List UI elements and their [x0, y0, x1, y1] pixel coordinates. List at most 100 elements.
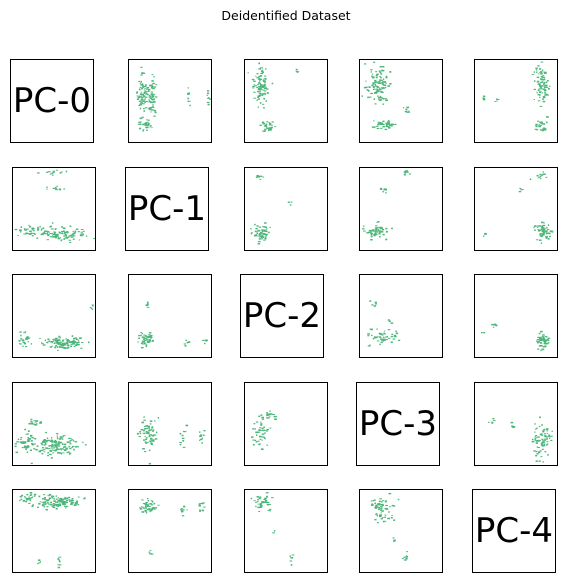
data-point: [539, 433, 543, 436]
data-point: [264, 497, 267, 500]
data-point: [361, 95, 363, 97]
data-point: [384, 192, 387, 194]
data-point: [59, 504, 62, 507]
data-point: [25, 447, 28, 449]
data-point: [374, 502, 376, 505]
data-point: [263, 498, 266, 500]
data-point: [34, 421, 37, 423]
data-point: [546, 432, 549, 434]
data-point: [544, 341, 547, 343]
data-point: [142, 124, 145, 126]
data-point: [145, 442, 148, 444]
data-point: [540, 174, 544, 176]
data-point: [267, 231, 270, 234]
data-point: [264, 236, 267, 238]
data-point: [153, 434, 156, 436]
data-point: [42, 233, 45, 235]
data-point: [404, 559, 407, 561]
data-point: [146, 344, 148, 346]
data-point: [371, 126, 375, 128]
data-point: [150, 500, 153, 502]
data-point: [144, 122, 148, 124]
data-point: [63, 346, 66, 349]
data-point: [203, 506, 206, 508]
data-point: [44, 339, 46, 342]
data-point: [378, 96, 381, 99]
data-point: [539, 175, 542, 178]
data-point: [538, 345, 542, 347]
data-point: [270, 413, 273, 415]
data-point: [51, 222, 54, 224]
data-point: [39, 338, 41, 340]
data-point: [266, 417, 269, 419]
data-point: [544, 336, 547, 338]
data-point: [143, 432, 146, 435]
data-point: [253, 97, 257, 99]
data-point: [70, 502, 73, 505]
data-point: [543, 345, 546, 348]
data-point: [57, 503, 60, 506]
data-point: [150, 553, 154, 555]
data-point: [255, 235, 258, 237]
data-point: [257, 175, 261, 178]
scatter-panel: [12, 274, 96, 358]
data-point: [256, 496, 259, 498]
data-point: [63, 500, 66, 502]
data-point: [386, 336, 388, 338]
data-point: [257, 89, 261, 91]
data-point: [540, 61, 544, 63]
data-point: [262, 233, 265, 235]
data-point: [264, 125, 267, 127]
data-point: [537, 348, 540, 350]
data-point: [144, 425, 146, 427]
data-point: [57, 443, 61, 445]
data-point: [49, 440, 52, 442]
data-point: [374, 79, 377, 81]
data-point: [258, 497, 261, 500]
data-point: [148, 434, 151, 437]
scatter-plot: [251, 410, 277, 450]
data-point: [140, 102, 143, 104]
data-point: [148, 505, 151, 507]
data-point: [149, 107, 153, 109]
data-point: [207, 97, 209, 99]
data-point: [403, 173, 406, 176]
data-point: [374, 233, 376, 235]
data-point: [46, 239, 50, 241]
data-point: [144, 86, 147, 88]
data-point: [259, 102, 262, 104]
data-point: [375, 75, 378, 77]
data-point: [260, 85, 262, 87]
data-point: [272, 532, 275, 534]
data-point: [31, 227, 35, 229]
data-point: [262, 226, 266, 228]
data-point: [68, 499, 70, 501]
data-point: [378, 99, 381, 101]
data-point: [256, 232, 259, 235]
data-point: [401, 558, 404, 560]
data-point: [375, 76, 378, 79]
data-point: [149, 440, 152, 442]
data-point: [59, 499, 62, 502]
data-point: [32, 504, 35, 506]
data-point: [537, 80, 540, 83]
data-point: [142, 86, 145, 88]
data-point: [536, 91, 538, 94]
data-point: [539, 78, 543, 80]
data-point: [54, 444, 57, 446]
data-point: [138, 337, 141, 340]
data-point: [385, 336, 388, 338]
data-point: [260, 504, 263, 506]
data-point: [385, 125, 388, 128]
data-point: [18, 343, 21, 345]
data-point: [541, 336, 544, 338]
data-point: [57, 349, 59, 351]
data-point: [370, 232, 373, 234]
data-point: [260, 231, 263, 233]
data-point: [551, 230, 554, 232]
data-point: [264, 432, 266, 434]
data-point: [145, 343, 147, 345]
data-point: [538, 451, 541, 454]
data-point: [82, 234, 85, 236]
scatter-plot: [362, 170, 412, 241]
